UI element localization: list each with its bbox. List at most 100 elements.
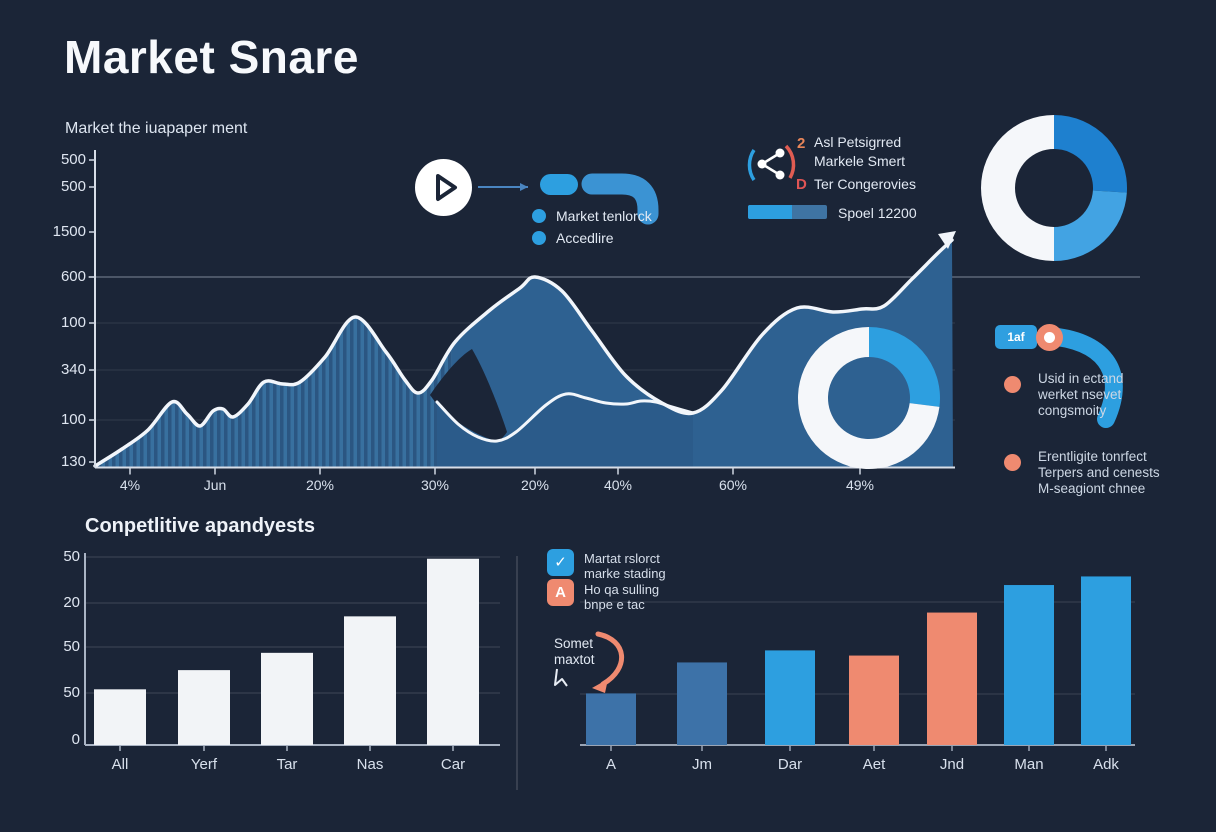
stat2-line: Ter Congerovies: [814, 176, 916, 192]
note-arrow: [554, 631, 624, 693]
monthly-x-tick: Jm: [692, 756, 712, 773]
area-pocket: [430, 349, 507, 441]
page-title: Market Snare: [64, 31, 359, 83]
flow-curve: [581, 173, 659, 225]
competitive-y-tick: 50: [63, 684, 80, 701]
marker-dot: [1044, 332, 1055, 343]
main-x-tick: 40%: [603, 477, 633, 493]
competitive-x-tick: Car: [440, 756, 466, 773]
competitive-y-tick: 50: [63, 548, 80, 565]
page-subtitle: Market the iuapaper ment: [65, 120, 248, 137]
line-main: [93, 238, 954, 468]
donut-slice-dark-blue: [1054, 115, 1128, 193]
main-x-tick: 20%: [305, 477, 335, 493]
legend-dot-icon: [532, 209, 546, 223]
bullet-dot-icon: [1004, 454, 1021, 471]
donut-slice-white: [798, 327, 940, 469]
bar-Tar[interactable]: [261, 652, 313, 745]
main-y-tick: 130: [60, 453, 86, 470]
progress-bar[interactable]: [748, 205, 827, 219]
donut-overlay: [798, 327, 940, 469]
competitive-x-tick: Yerf: [190, 756, 218, 773]
checkbox-warning[interactable]: A: [547, 579, 574, 606]
monthly-x-tick: Adk: [1093, 756, 1119, 773]
competitive-x-tick: All: [111, 756, 129, 773]
checkbox-checked[interactable]: ✓: [547, 549, 574, 576]
main-y-tick: 500: [60, 151, 86, 168]
competitive-y-tick: 20: [63, 594, 80, 611]
main-x-tick: 4%: [119, 477, 141, 493]
bar-Jm[interactable]: [677, 662, 727, 745]
area-series-secondary: [437, 393, 693, 467]
main-x-tick: 20%: [520, 477, 550, 493]
bar-Aet[interactable]: [849, 655, 899, 745]
share-icon[interactable]: [738, 132, 808, 202]
stat1-line2: Markele Smert: [814, 153, 906, 169]
bullet-dot-icon: [1004, 376, 1021, 393]
competitive-y-tick: 0: [71, 731, 80, 748]
bar-Jnd[interactable]: [927, 612, 977, 745]
main-y-tick: 500: [60, 178, 86, 195]
cursor-icon: [554, 668, 568, 687]
bar-Dar[interactable]: [765, 650, 815, 745]
progress-fill: [748, 205, 792, 219]
stat2-number: D: [796, 176, 807, 193]
bullet-1: Usid in ectand werket nsevet congsmoity: [1038, 371, 1124, 418]
note-label: Somet maxtot: [554, 636, 595, 667]
tag-chip[interactable]: 1af: [995, 325, 1037, 349]
checkbox1-label: Martat rslorct marke stading: [584, 551, 666, 581]
section-title: Conpetlitive apandyests: [85, 515, 316, 537]
main-y-tick: 100: [60, 314, 86, 331]
stat1-number: 2: [797, 135, 806, 152]
area-series-striped: [95, 316, 452, 467]
competitive-x-tick: Nas: [356, 756, 384, 773]
play-button[interactable]: [415, 159, 472, 216]
competitive-y-tick: 50: [63, 638, 80, 655]
monthly-x-tick: Man: [1014, 756, 1044, 773]
bar-Yerf[interactable]: [178, 670, 230, 745]
monthly-x-tick: Dar: [777, 756, 803, 773]
play-icon: [436, 174, 457, 201]
bar-Nas[interactable]: [344, 616, 396, 745]
bar-All[interactable]: [94, 689, 146, 745]
donut-slice-blue: [869, 327, 940, 407]
bar-Car[interactable]: [427, 558, 479, 745]
donut-slice-light-blue: [1054, 190, 1127, 261]
main-y-tick: 340: [60, 361, 86, 378]
competitive-x-tick: Tar: [276, 756, 298, 773]
legend-dot-icon: [532, 231, 546, 245]
monthly-x-tick: A: [605, 756, 617, 773]
main-y-tick: 1500: [52, 223, 86, 240]
main-y-tick: 100: [60, 411, 86, 428]
legend-label: Accedlire: [556, 230, 614, 246]
step-marker-icon[interactable]: [1036, 324, 1063, 351]
bar-Man[interactable]: [1004, 585, 1054, 745]
main-x-tick: 60%: [718, 477, 748, 493]
monthly-x-tick: Jnd: [939, 756, 965, 773]
main-x-tick: 49%: [845, 477, 875, 493]
main-x-tick: 30%: [420, 477, 450, 493]
donut-slice-white: [981, 115, 1054, 261]
monthly-x-tick: Aet: [862, 756, 886, 773]
flow-shapes: [478, 173, 659, 225]
trend-arrow-icon: [938, 231, 956, 249]
main-y-tick: 600: [60, 268, 86, 285]
progress-label: Spoel 12200: [838, 205, 917, 221]
main-x-tick: Jun: [203, 477, 227, 493]
bar-A[interactable]: [586, 693, 636, 745]
legend-label: Market tenlorck: [556, 208, 652, 224]
checkbox2-label: Ho qa sulling bnpe e tac: [584, 582, 660, 612]
panel-arc: [1039, 327, 1123, 428]
stat1-line1: Asl Petsigrred: [814, 134, 902, 150]
flow-pill[interactable]: [540, 174, 578, 195]
legend-item-2[interactable]: Accedlire: [532, 230, 614, 246]
bullet-2: Erentligite tonrfect Terpers and cenests…: [1038, 449, 1160, 496]
donut-top-right: [981, 115, 1128, 261]
flow-arrow-head: [520, 183, 528, 191]
bar-Adk[interactable]: [1081, 576, 1131, 745]
line-secondary: [435, 392, 695, 443]
legend-item-1[interactable]: Market tenlorck: [532, 208, 652, 224]
